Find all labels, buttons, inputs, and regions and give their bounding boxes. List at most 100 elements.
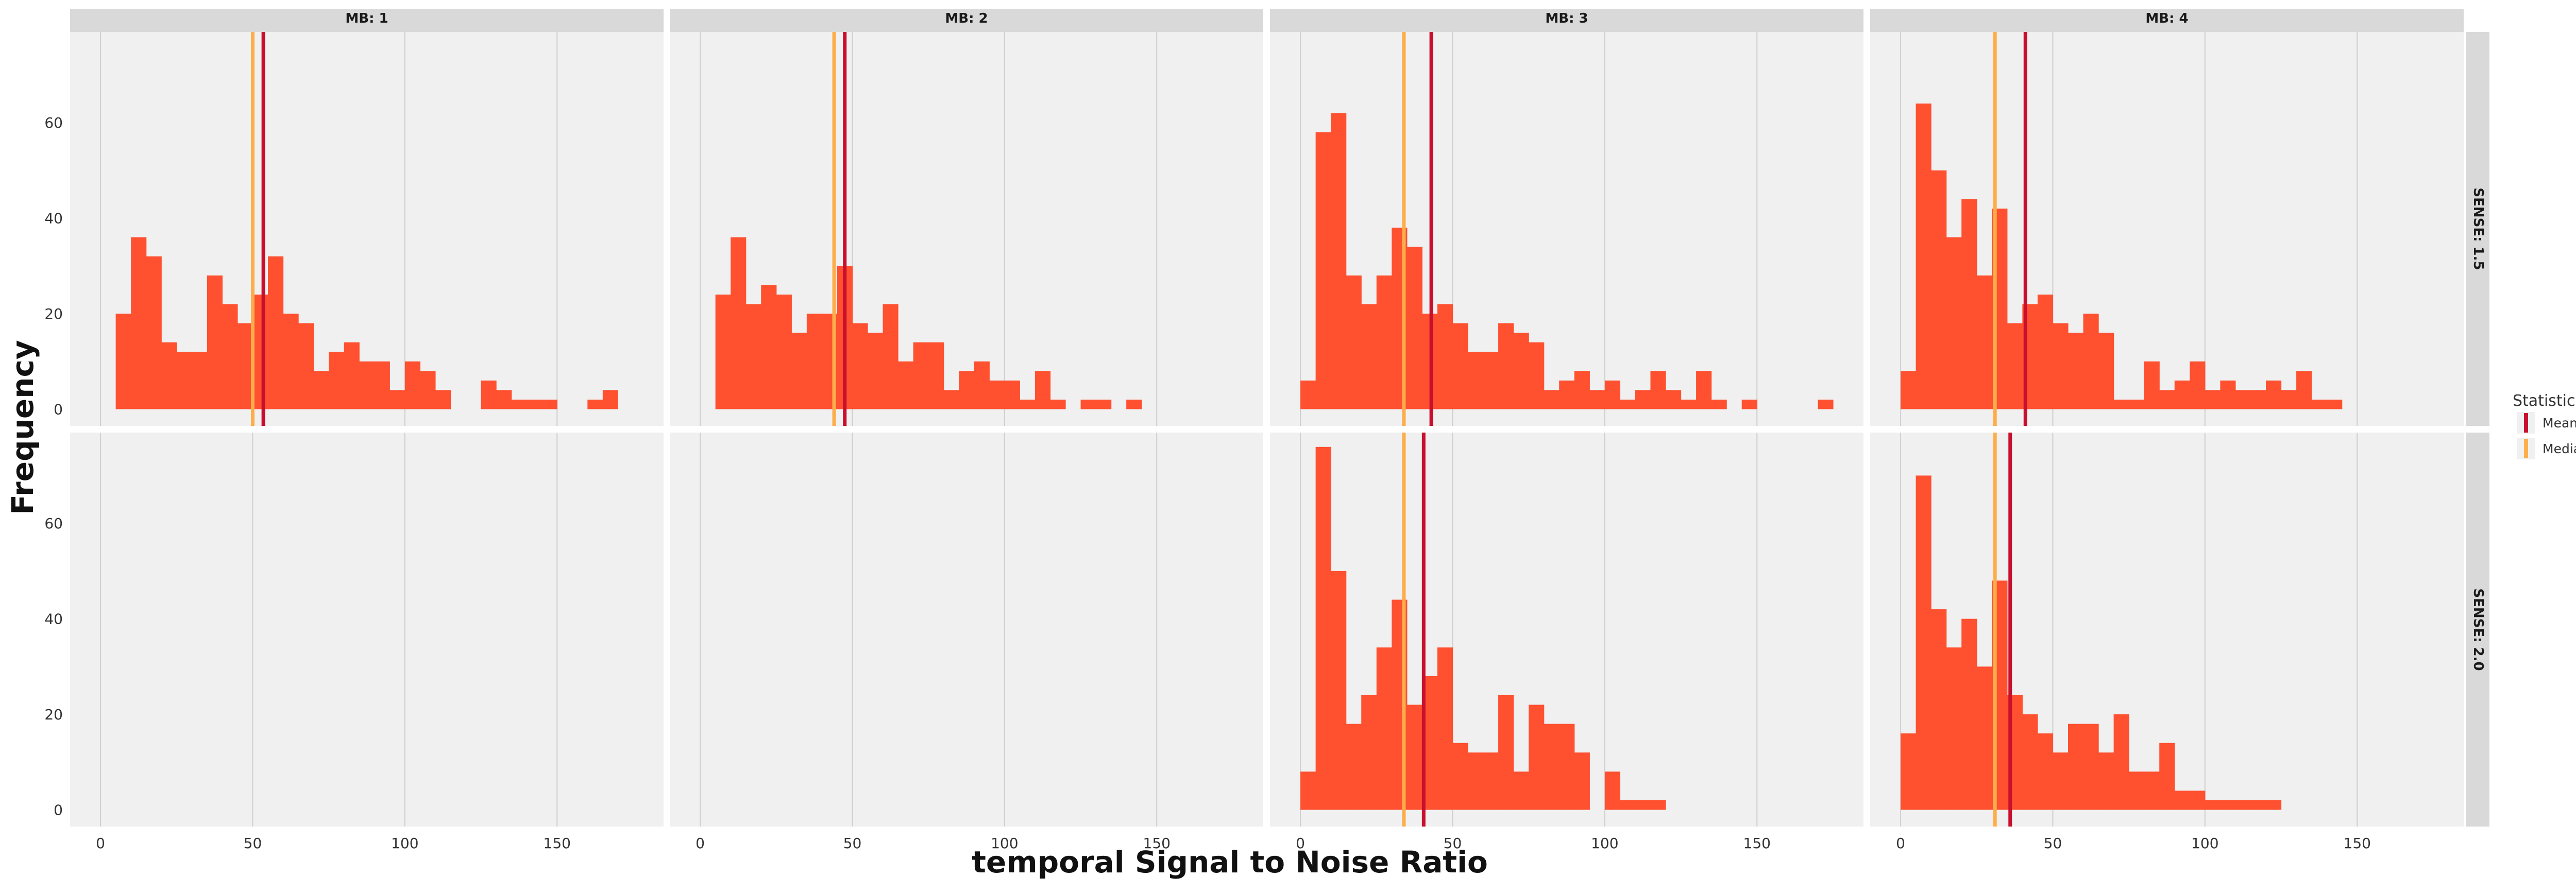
histogram-bar bbox=[1976, 666, 1992, 810]
histogram-bar bbox=[313, 371, 329, 409]
histogram-bar bbox=[2113, 400, 2129, 409]
histogram-bar bbox=[852, 323, 868, 409]
histogram-bar bbox=[1650, 800, 1666, 810]
y-tick-label: 0 bbox=[54, 802, 63, 819]
histogram-bar bbox=[776, 295, 792, 409]
histogram-bar bbox=[2129, 400, 2145, 409]
histogram-bar bbox=[1437, 304, 1453, 409]
legend-label: Median bbox=[2543, 441, 2576, 456]
legend-label: Mean bbox=[2543, 416, 2576, 431]
histogram-bar bbox=[1946, 647, 1962, 810]
x-tick-label: 100 bbox=[991, 835, 1018, 852]
histogram-bar bbox=[2296, 371, 2312, 409]
histogram-bar bbox=[1406, 704, 1422, 810]
histogram-bar bbox=[1406, 247, 1422, 409]
histogram-bar bbox=[435, 390, 451, 409]
histogram-bar bbox=[602, 390, 618, 409]
histogram-bar bbox=[2159, 390, 2175, 409]
histogram-bar bbox=[2037, 295, 2054, 409]
histogram-bar bbox=[1650, 371, 1666, 409]
histogram-bar bbox=[2220, 380, 2236, 409]
histogram-bar bbox=[731, 237, 747, 409]
histogram-bar bbox=[2098, 752, 2114, 810]
histogram-bar bbox=[1361, 695, 1377, 810]
x-tick-label: 0 bbox=[1296, 835, 1305, 852]
histogram-bar bbox=[1916, 475, 1931, 810]
histogram-bar bbox=[1483, 752, 1499, 810]
histogram-bar bbox=[207, 275, 223, 409]
x-tick-label: 100 bbox=[2191, 835, 2218, 852]
histogram-bar bbox=[1498, 323, 1514, 409]
histogram-bar bbox=[928, 342, 944, 409]
histogram-bar bbox=[496, 390, 512, 409]
y-tick-label: 20 bbox=[44, 706, 63, 723]
histogram-bar bbox=[1452, 743, 1468, 810]
histogram-bar bbox=[1931, 609, 1947, 810]
facet-strip-label-column: MB: 2 bbox=[945, 11, 988, 26]
y-tick-label: 20 bbox=[44, 305, 63, 322]
histogram-bar bbox=[1376, 647, 1392, 810]
histogram-bar bbox=[2174, 790, 2190, 810]
histogram-bar bbox=[913, 342, 929, 409]
histogram-bar bbox=[1916, 104, 1931, 409]
panel-background bbox=[70, 433, 664, 827]
histogram-bar bbox=[1331, 571, 1347, 810]
histogram-bar bbox=[868, 333, 884, 409]
histogram-bar bbox=[883, 304, 899, 409]
histogram-bar bbox=[237, 323, 253, 409]
histogram-bar bbox=[176, 352, 192, 409]
histogram-bar bbox=[1346, 275, 1362, 409]
histogram-bar bbox=[1300, 380, 1316, 409]
histogram-bar bbox=[898, 361, 914, 409]
histogram-bar bbox=[1331, 113, 1347, 409]
panel-background bbox=[670, 433, 1263, 827]
x-tick-label: 50 bbox=[843, 835, 862, 852]
histogram-bar bbox=[1976, 275, 1992, 409]
histogram-bar bbox=[1346, 724, 1362, 810]
histogram-bar bbox=[1513, 771, 1529, 810]
histogram-bar bbox=[1961, 199, 1977, 409]
histogram-bar bbox=[2144, 361, 2160, 409]
histogram-bar bbox=[1711, 400, 1727, 409]
histogram-bar bbox=[1498, 695, 1514, 810]
histogram-bar bbox=[1818, 400, 1834, 409]
histogram-bar bbox=[2250, 800, 2266, 810]
histogram-bar bbox=[161, 342, 177, 409]
histogram-bar bbox=[1589, 390, 1605, 409]
histogram-bar bbox=[2068, 333, 2084, 409]
histogram-bar bbox=[1315, 446, 1331, 810]
x-tick-label: 150 bbox=[1143, 835, 1171, 852]
histogram-bar bbox=[1513, 333, 1529, 409]
histogram-bar bbox=[1529, 342, 1545, 409]
histogram-bar bbox=[1620, 400, 1636, 409]
histogram-bar bbox=[2327, 400, 2343, 409]
histogram-bar bbox=[1050, 400, 1066, 409]
histogram-bar bbox=[761, 285, 777, 409]
histogram-bar bbox=[2007, 323, 2023, 409]
histogram-bar bbox=[359, 361, 375, 409]
facet-strip-column bbox=[1270, 9, 1863, 32]
histogram-bar bbox=[192, 352, 208, 409]
facet-strip-label-row: SENSE: 1.5 bbox=[2470, 187, 2486, 270]
histogram-bar bbox=[1901, 733, 1917, 810]
histogram-bar bbox=[2220, 800, 2236, 810]
histogram-bar bbox=[2083, 314, 2099, 409]
histogram-bar bbox=[2205, 390, 2221, 409]
histogram-bar bbox=[1666, 390, 1682, 409]
histogram-bar bbox=[1620, 800, 1636, 810]
histogram-bar bbox=[1315, 132, 1331, 409]
histogram-bar bbox=[959, 371, 975, 409]
facet-strip-column bbox=[670, 9, 1263, 32]
x-tick-label: 100 bbox=[1591, 835, 1618, 852]
y-tick-label: 60 bbox=[44, 114, 63, 131]
histogram-bar bbox=[268, 256, 284, 409]
facet-strip-label-column: MB: 3 bbox=[1545, 11, 1588, 26]
x-axis-title: temporal Signal to Noise Ratio bbox=[972, 845, 1488, 880]
histogram-bar bbox=[1361, 304, 1377, 409]
facet-strip-label-column: MB: 4 bbox=[2145, 11, 2188, 26]
histogram-bar bbox=[1946, 237, 1962, 409]
histogram-bar bbox=[1483, 352, 1499, 409]
histogram-bar bbox=[1376, 275, 1392, 409]
facet-strip-column bbox=[1870, 9, 2464, 32]
